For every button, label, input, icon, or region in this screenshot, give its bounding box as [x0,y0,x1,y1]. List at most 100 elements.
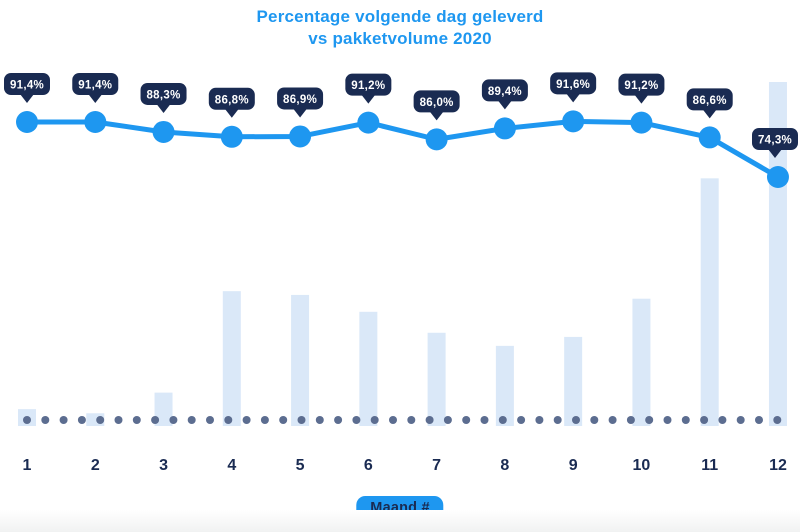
data-point-marker [16,111,38,133]
month-label: 12 [769,457,787,474]
month-label: 8 [500,457,509,474]
month-label: 4 [227,457,236,474]
value-badge [208,87,255,110]
baseline-dot [242,416,251,424]
data-point-marker [766,165,789,188]
baseline-dot [498,416,507,424]
value-badge [481,79,528,102]
baseline-dot [608,416,617,424]
baseline-dot [480,416,489,424]
chart-title: Percentage volgende dag geleverd vs pakk… [0,6,800,50]
value-badge [4,73,50,95]
baseline-dot [590,416,599,424]
baseline-dot [279,416,288,424]
volume-bar [359,311,378,426]
value-badge-label: 91,2% [351,80,385,92]
value-badge [72,73,119,95]
value-badge-label: 91,6% [556,79,590,91]
baseline-dot [352,416,361,424]
value-badge [413,90,460,113]
baseline-dot [425,416,434,424]
data-point-marker [220,125,243,148]
baseline-dot [206,416,214,424]
baseline-dot [407,416,416,424]
value-badge [345,73,392,96]
month-label: 11 [701,457,718,474]
baseline-dot [773,416,782,424]
baseline-dot [370,416,379,424]
baseline-dot [755,416,763,424]
baseline-dot [151,416,160,424]
month-label: 2 [91,457,100,474]
value-badge-tail [20,94,34,103]
baseline-dot [132,416,141,424]
baseline-dot [389,416,397,424]
baseline-dot [626,416,635,424]
baseline-dot [187,416,196,424]
baseline-dot [718,416,727,424]
baseline-dot [736,416,745,424]
value-badge-tail [224,108,239,118]
baseline-dot [169,416,178,424]
volume-bar [495,345,514,426]
value-badge-tail [429,111,444,121]
value-badge-label: 91,4% [10,80,44,92]
baseline-dot [553,416,562,424]
baseline-dot [535,416,544,424]
value-badge-label: 74,3% [758,134,792,146]
data-point-marker [562,110,585,133]
month-label: 10 [633,457,651,474]
data-point-marker [152,120,175,143]
baseline-dot [260,416,269,424]
volume-bar [154,392,173,426]
value-badge [550,72,597,95]
value-badge [140,82,187,105]
value-badge [618,73,665,96]
value-badge-tail [293,108,308,118]
trend-line [24,118,781,180]
chart-title-line1: Percentage volgende dag geleverd [256,7,544,26]
data-point-marker [84,111,107,133]
baseline-dot [297,416,306,424]
volume-bar [700,178,719,426]
value-badge-tail [634,94,649,104]
value-badge-label: 88,3% [146,89,180,101]
baseline-dot [443,416,452,424]
baseline-dot [462,416,471,424]
baseline-dot [41,416,50,424]
value-badge [752,127,798,150]
baseline-dot [96,416,105,424]
volume-bar [564,336,583,426]
value-badge-label: 86,6% [693,95,727,107]
baseline-dot [663,416,672,424]
x-axis-label-badge: Maand # [356,496,444,521]
data-point-marker [630,111,653,134]
month-label: 7 [432,457,441,474]
value-badge [686,88,733,111]
data-point-marker [289,125,312,148]
baseline-dot [334,416,343,424]
month-label: 1 [23,457,32,474]
baseline-dot [517,416,526,424]
value-badge-tail [768,148,782,158]
data-point-marker [425,128,448,151]
value-badge-tail [361,94,376,104]
value-badge-label: 86,0% [420,97,454,109]
value-badge-tail [156,103,171,113]
month-label: 6 [364,457,373,474]
data-point-marker [493,117,516,140]
value-badge-label: 86,8% [215,94,249,106]
month-label: 5 [296,457,305,474]
baseline-dot [645,416,654,424]
baseline-dot [114,416,123,424]
data-point-marker [698,126,721,149]
value-badge-tail [702,109,717,119]
baseline-dot [572,416,580,424]
baseline-dot [700,416,709,424]
baseline-dot [59,416,68,424]
baseline-dot [224,416,233,424]
baseline-dot [681,416,690,424]
x-axis-label: Maand # [370,500,430,516]
